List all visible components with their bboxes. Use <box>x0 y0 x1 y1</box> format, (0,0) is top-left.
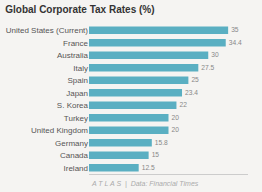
svg-text:Canada: Canada <box>60 151 89 160</box>
svg-text:United Kingdom: United Kingdom <box>31 126 88 135</box>
svg-text:Australia: Australia <box>57 51 89 60</box>
svg-text:30: 30 <box>211 51 219 58</box>
svg-text:A T L A S | Data: Financial: A T L A S | Data: Financial Times <box>91 180 199 188</box>
svg-text:35: 35 <box>231 26 239 33</box>
svg-text:25: 25 <box>191 76 199 83</box>
svg-text:Turkey: Turkey <box>64 114 88 123</box>
svg-text:Ireland: Ireland <box>64 164 88 173</box>
svg-text:20: 20 <box>172 114 180 121</box>
svg-text:Global Corporate Tax Rates (%): Global Corporate Tax Rates (%) <box>5 4 154 15</box>
svg-text:27.5: 27.5 <box>201 64 214 71</box>
svg-text:S. Korea: S. Korea <box>57 101 89 110</box>
svg-text:15.8: 15.8 <box>155 139 168 146</box>
svg-text:United States (Current): United States (Current) <box>6 26 89 35</box>
svg-text:23.4: 23.4 <box>185 89 198 96</box>
svg-text:34.4: 34.4 <box>229 39 242 46</box>
svg-text:15: 15 <box>152 151 160 158</box>
svg-text:12.5: 12.5 <box>142 164 155 171</box>
svg-text:Italy: Italy <box>73 64 88 73</box>
svg-text:Germany: Germany <box>55 139 88 148</box>
svg-text:22: 22 <box>179 101 187 108</box>
svg-text:Spain: Spain <box>68 76 88 85</box>
svg-text:20: 20 <box>172 126 180 133</box>
svg-text:France: France <box>63 39 88 48</box>
svg-text:Japan: Japan <box>66 89 88 98</box>
